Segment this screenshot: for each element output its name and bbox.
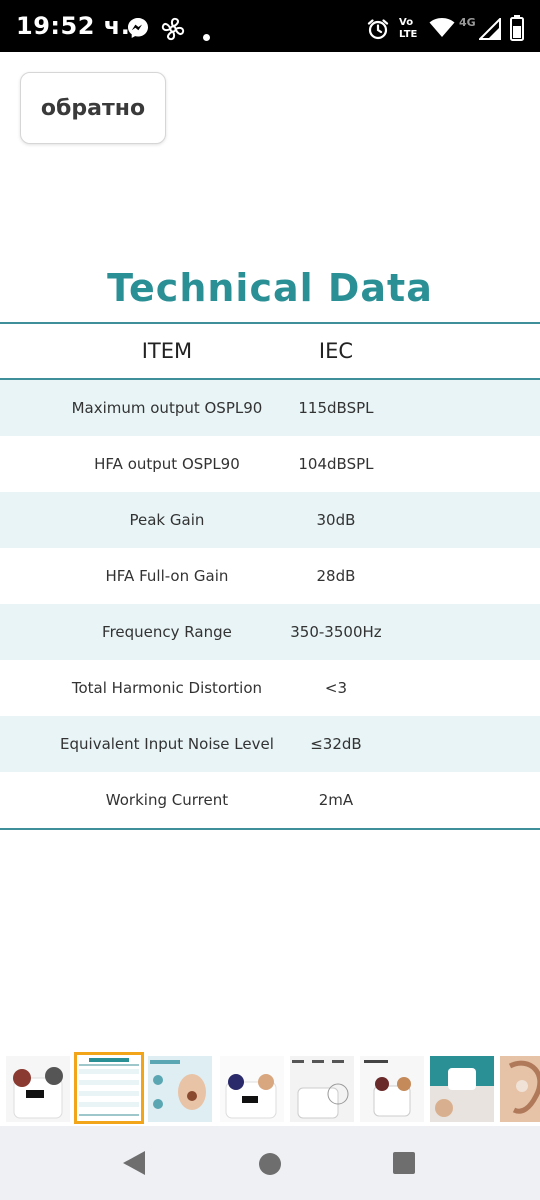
row-item: Total Harmonic Distortion bbox=[71, 679, 263, 697]
table-header: ITEM IEC bbox=[0, 324, 540, 378]
table-row: Maximum output OSPL90 115dBSPL bbox=[0, 380, 540, 436]
network-type: 4G bbox=[459, 16, 476, 29]
battery-hours-thumbnail-icon[interactable] bbox=[290, 1056, 354, 1122]
row-iec: 104dBSPL bbox=[298, 455, 374, 473]
product-display-thumbnail-icon[interactable] bbox=[220, 1056, 284, 1122]
back-button[interactable]: обратно bbox=[20, 72, 166, 144]
table-row: Frequency Range 350-3500Hz bbox=[0, 604, 540, 660]
wifi-icon bbox=[429, 18, 455, 42]
thumbnail-strip[interactable] bbox=[0, 1052, 540, 1128]
back-triangle-icon[interactable] bbox=[120, 1149, 148, 1181]
page-title: Technical Data bbox=[107, 266, 433, 310]
product-case-thumbnail-icon[interactable] bbox=[6, 1056, 70, 1122]
row-iec: 30dB bbox=[316, 511, 356, 529]
ear-thumbnail-icon[interactable] bbox=[500, 1056, 540, 1122]
table-row: Equivalent Input Noise Level ≤32dB bbox=[0, 716, 540, 772]
header-item: ITEM bbox=[141, 339, 193, 363]
table-top-rule bbox=[0, 322, 540, 324]
home-circle-icon[interactable] bbox=[258, 1152, 282, 1180]
row-iec: 2mA bbox=[318, 791, 354, 809]
table-row: HFA output OSPL90 104dBSPL bbox=[0, 436, 540, 492]
row-item: Frequency Range bbox=[102, 623, 232, 641]
row-item: Equivalent Input Noise Level bbox=[60, 735, 274, 753]
noise-cancel-thumbnail-icon[interactable] bbox=[148, 1056, 212, 1122]
row-iec: 350-3500Hz bbox=[290, 623, 382, 641]
usage-thumbnail-icon[interactable] bbox=[430, 1056, 494, 1122]
row-item: Maximum output OSPL90 bbox=[71, 399, 263, 417]
signal-icon bbox=[477, 16, 501, 44]
row-item: HFA Full-on Gain bbox=[105, 567, 229, 585]
row-item: HFA output OSPL90 bbox=[94, 455, 240, 473]
row-item: Peak Gain bbox=[129, 511, 205, 529]
navigation-bar bbox=[0, 1126, 540, 1200]
header-iec: IEC bbox=[318, 339, 354, 363]
row-iec: ≤32dB bbox=[310, 735, 362, 753]
status-time: 19:52 ч. bbox=[16, 12, 131, 40]
status-bar: 19:52 ч. Vo LTE bbox=[0, 0, 540, 52]
table-row: Working Current 2mA bbox=[0, 772, 540, 828]
table-row: Total Harmonic Distortion <3 bbox=[0, 660, 540, 716]
alarm-icon bbox=[366, 17, 390, 45]
table-row: Peak Gain 30dB bbox=[0, 492, 540, 548]
row-iec: <3 bbox=[324, 679, 348, 697]
row-iec: 28dB bbox=[316, 567, 356, 585]
pinwheel-icon bbox=[160, 16, 186, 46]
table-bottom-rule bbox=[0, 828, 540, 830]
table-row: HFA Full-on Gain 28dB bbox=[0, 548, 540, 604]
row-iec: 115dBSPL bbox=[298, 399, 374, 417]
row-item: Working Current bbox=[105, 791, 229, 809]
recents-square-icon[interactable] bbox=[392, 1151, 416, 1179]
notification-dot-icon bbox=[203, 26, 210, 45]
technical-data-thumbnail-icon[interactable] bbox=[74, 1052, 144, 1124]
table-header-rule bbox=[0, 378, 540, 380]
product-details-thumbnail-icon[interactable] bbox=[360, 1056, 424, 1122]
messenger-icon bbox=[126, 16, 150, 44]
battery-icon bbox=[510, 15, 524, 45]
spec-table: ITEM IEC Maximum output OSPL90 115dBSPL … bbox=[0, 322, 540, 830]
